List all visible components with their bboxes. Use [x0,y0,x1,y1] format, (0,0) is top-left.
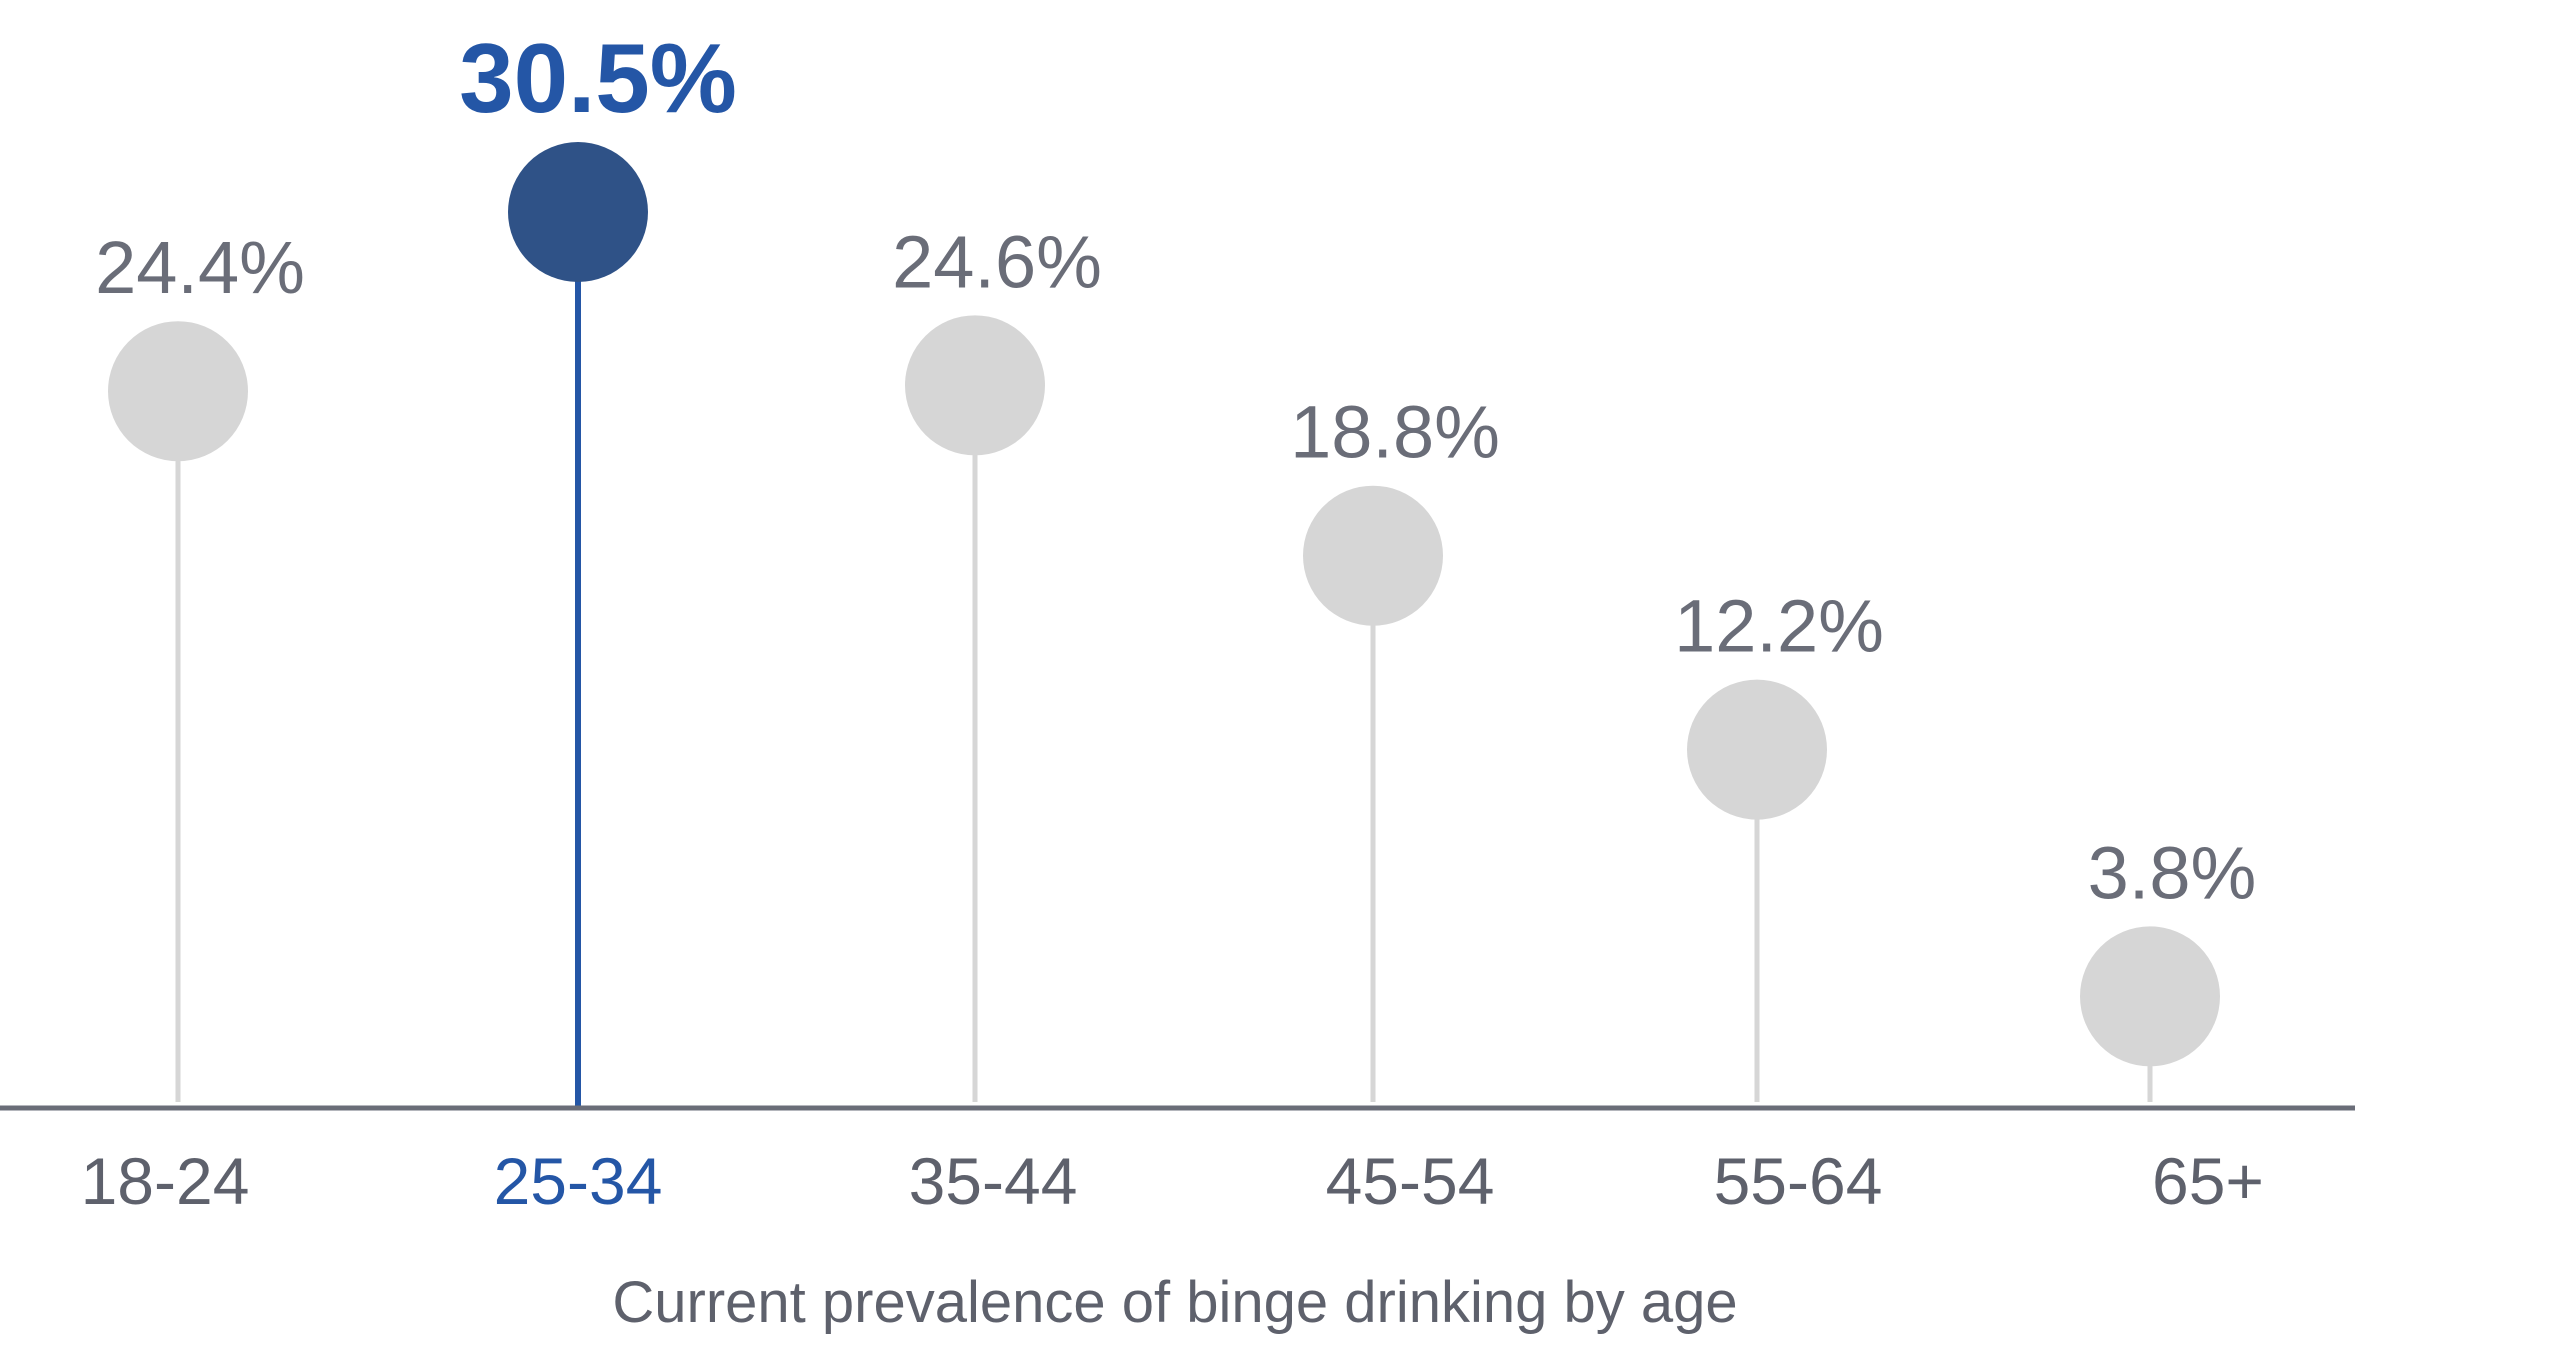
value-label-45-54: 18.8% [1290,391,1500,474]
tick-label-55-64: 55-64 [1714,1144,1883,1218]
value-label-25-34: 30.5% [459,23,737,133]
x-axis-title: Current prevalence of binge drinking by … [612,1270,1737,1335]
dot-35-44 [905,315,1045,456]
dots-layer [108,142,2220,1067]
dot-18-24 [108,321,248,462]
value-label-65+: 3.8% [2088,831,2257,914]
tick-labels-layer: 18-24 25-34 35-44 45-54 55-64 65+ [81,1144,2264,1218]
dot-65+ [2080,926,2220,1067]
tick-label-25-34: 25-34 [494,1144,663,1218]
dot-25-34 [508,142,648,282]
dot-45-54 [1303,485,1443,626]
value-label-18-24: 24.4% [95,226,305,309]
tick-label-45-54: 45-54 [1326,1144,1495,1218]
value-labels-layer: 24.4% 30.5% 24.6% 18.8% 12.2% 3.8% [95,23,2256,914]
value-label-35-44: 24.6% [892,220,1102,303]
tick-label-65+: 65+ [2152,1144,2264,1218]
value-label-55-64: 12.2% [1674,585,1884,668]
dot-55-64 [1687,679,1827,820]
tick-label-18-24: 18-24 [81,1144,250,1218]
tick-label-35-44: 35-44 [909,1144,1078,1218]
